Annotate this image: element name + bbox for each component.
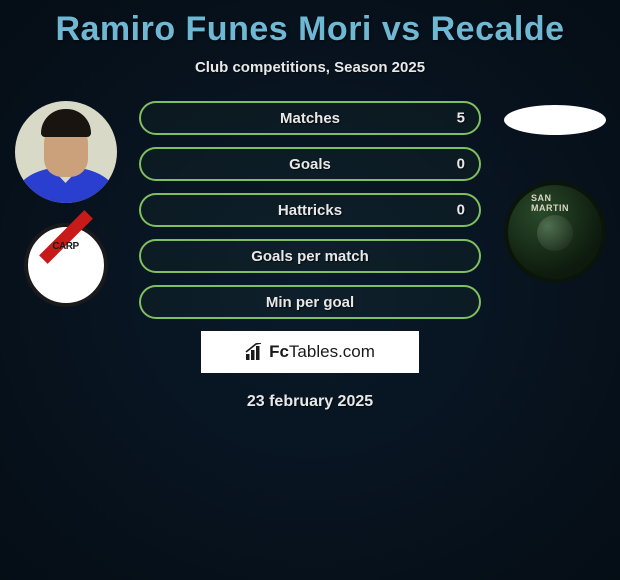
bar-chart-icon <box>245 343 265 361</box>
player2-avatar-placeholder <box>504 105 606 135</box>
subtitle: Club competitions, Season 2025 <box>0 59 620 76</box>
stat-right-value: 0 <box>457 156 465 173</box>
stat-right-value: 5 <box>457 110 465 127</box>
stat-row-goals: Goals 0 <box>139 147 481 181</box>
player1-avatar <box>15 101 117 203</box>
stat-row-min-per-goal: Min per goal <box>139 285 481 319</box>
player1-club-abbrev: CARP <box>52 241 78 252</box>
club-stripe-icon <box>39 210 93 264</box>
comparison-content: CARP SAN MARTIN Matches 5 Goals 0 Hattri… <box>0 101 620 411</box>
stat-row-matches: Matches 5 <box>139 101 481 135</box>
player1-club-badge: CARP <box>24 223 108 307</box>
title-player2: Recalde <box>431 10 565 48</box>
player2-club-name: SAN MARTIN <box>531 193 578 213</box>
brand-box: FcTables.com <box>201 331 419 373</box>
stat-label: Goals per match <box>251 248 369 265</box>
date: 23 february 2025 <box>0 393 620 411</box>
stat-label: Min per goal <box>266 294 354 311</box>
brand-prefix: Fc <box>269 342 289 361</box>
football-icon <box>537 215 573 251</box>
stat-label: Goals <box>289 156 331 173</box>
player1-hair <box>41 109 91 137</box>
stat-label: Matches <box>280 110 340 127</box>
stat-row-goals-per-match: Goals per match <box>139 239 481 273</box>
title-player1: Ramiro Funes Mori <box>55 10 371 48</box>
stat-right-value: 0 <box>457 202 465 219</box>
stat-label: Hattricks <box>278 202 342 219</box>
player2-column: SAN MARTIN <box>497 101 612 283</box>
stat-row-hattricks: Hattricks 0 <box>139 193 481 227</box>
title-vs: vs <box>382 10 421 48</box>
brand-text: FcTables.com <box>269 342 375 362</box>
page-title: Ramiro Funes Mori vs Recalde <box>0 0 620 49</box>
player1-column: CARP <box>8 101 123 307</box>
brand-main: Tables <box>289 342 338 361</box>
player2-club-badge: SAN MARTIN <box>504 181 606 283</box>
stats-container: Matches 5 Goals 0 Hattricks 0 Goals per … <box>139 101 481 319</box>
brand-suffix: .com <box>338 342 375 361</box>
